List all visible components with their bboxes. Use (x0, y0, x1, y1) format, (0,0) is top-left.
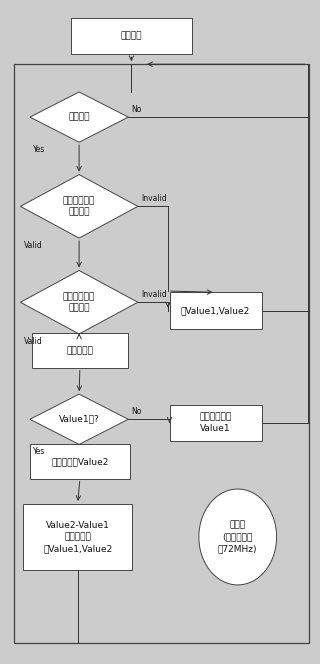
Text: No: No (132, 407, 142, 416)
FancyBboxPatch shape (14, 64, 309, 643)
Polygon shape (30, 394, 128, 444)
Text: 计数器
(计数累加频
率72MHz): 计数器 (计数累加频 率72MHz) (218, 521, 258, 553)
Text: 开计数器: 开计数器 (121, 32, 142, 41)
Text: 读计数器值: 读计数器值 (67, 346, 93, 355)
Polygon shape (20, 175, 138, 238)
FancyBboxPatch shape (30, 444, 130, 479)
Text: Yes: Yes (33, 448, 45, 456)
FancyBboxPatch shape (170, 292, 261, 329)
FancyBboxPatch shape (71, 18, 192, 54)
Ellipse shape (199, 489, 276, 585)
FancyBboxPatch shape (170, 405, 261, 441)
Text: Value2-Value1
计算周期值
清Value1,Value2: Value2-Value1 计算周期值 清Value1,Value2 (43, 521, 112, 553)
Text: Yes: Yes (33, 145, 45, 154)
Polygon shape (30, 92, 128, 142)
Text: Value1满?: Value1满? (59, 415, 100, 424)
Text: 等待脉冲: 等待脉冲 (68, 113, 90, 122)
Text: Valid: Valid (24, 241, 42, 250)
Text: No: No (132, 105, 142, 114)
Text: 清Value1,Value2: 清Value1,Value2 (181, 306, 250, 315)
Polygon shape (20, 270, 138, 334)
Text: Invalid: Invalid (141, 194, 167, 203)
Text: 计数值装入Value2: 计数值装入Value2 (51, 457, 108, 466)
Text: 间隔时间触发
脉冲检测: 间隔时间触发 脉冲检测 (63, 292, 95, 312)
Text: 间隔时间触发
脉冲检测: 间隔时间触发 脉冲检测 (63, 197, 95, 216)
Text: Invalid: Invalid (141, 290, 167, 299)
Text: 读计数值装入
Value1: 读计数值装入 Value1 (199, 412, 232, 434)
FancyBboxPatch shape (32, 333, 128, 368)
Text: Valid: Valid (24, 337, 42, 346)
FancyBboxPatch shape (23, 504, 132, 570)
